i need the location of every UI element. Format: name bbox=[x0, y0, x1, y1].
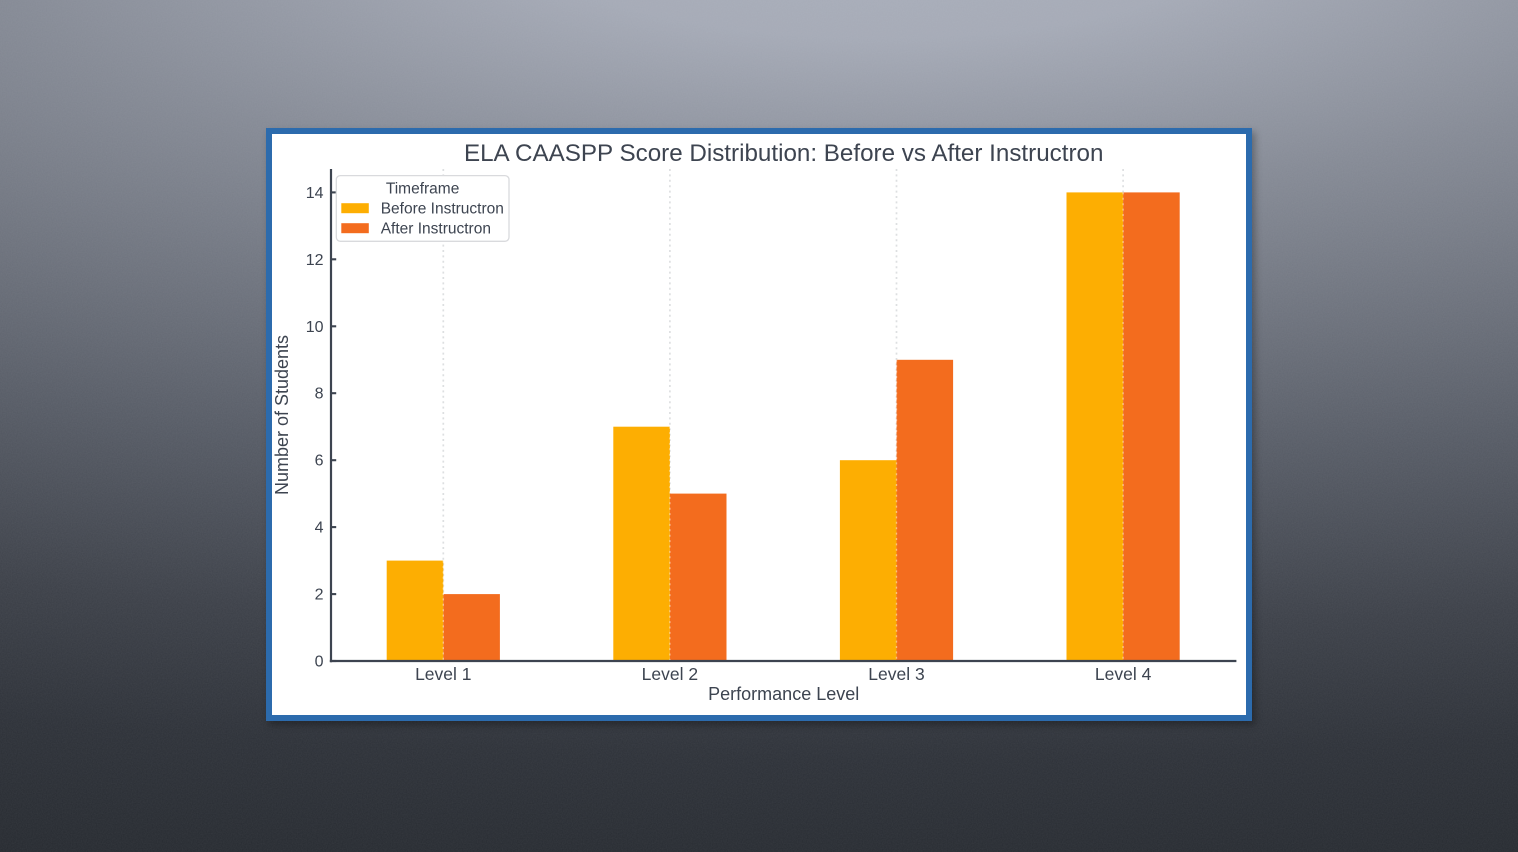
svg-text:Level 1: Level 1 bbox=[415, 664, 471, 684]
svg-text:10: 10 bbox=[306, 319, 324, 336]
svg-text:Before Instructron: Before Instructron bbox=[381, 201, 504, 218]
svg-text:After Instructron: After Instructron bbox=[381, 221, 491, 238]
svg-text:8: 8 bbox=[315, 386, 324, 403]
svg-text:ELA CAASPP Score Distribution:: ELA CAASPP Score Distribution: Before vs… bbox=[464, 140, 1103, 167]
svg-text:0: 0 bbox=[315, 654, 324, 671]
svg-text:Performance Level: Performance Level bbox=[708, 684, 859, 704]
svg-text:Level 3: Level 3 bbox=[868, 664, 924, 684]
svg-text:Level 4: Level 4 bbox=[1095, 664, 1152, 684]
svg-text:12: 12 bbox=[306, 252, 324, 269]
svg-text:4: 4 bbox=[315, 520, 324, 537]
svg-text:6: 6 bbox=[315, 453, 324, 470]
svg-text:Level 2: Level 2 bbox=[642, 664, 698, 684]
svg-text:Timeframe: Timeframe bbox=[386, 181, 460, 198]
svg-text:2: 2 bbox=[315, 587, 324, 604]
svg-text:14: 14 bbox=[306, 185, 324, 202]
svg-text:Number of Students: Number of Students bbox=[272, 335, 292, 495]
